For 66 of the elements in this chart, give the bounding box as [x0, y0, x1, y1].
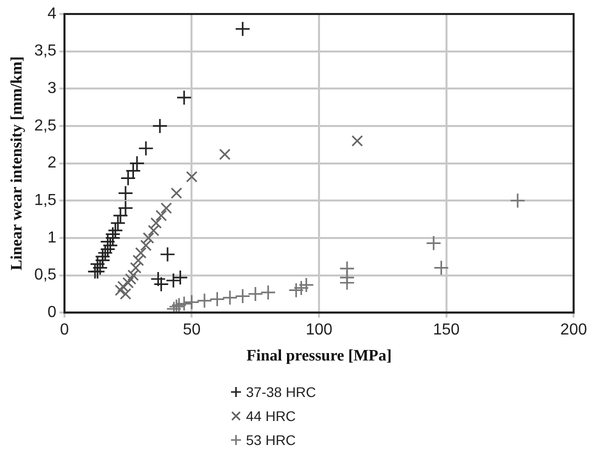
- point: [152, 118, 168, 134]
- x-tick-label: 100: [306, 322, 332, 339]
- point: [114, 284, 126, 296]
- y-tick-label: 0: [48, 304, 57, 322]
- point: [170, 187, 182, 199]
- point: [234, 288, 250, 304]
- point: [260, 284, 276, 300]
- point: [118, 200, 134, 216]
- point: [351, 135, 363, 147]
- y-tick-label: 2,5: [34, 117, 57, 134]
- point: [426, 235, 442, 251]
- point: [166, 272, 182, 288]
- x-tick-label: 50: [182, 322, 201, 339]
- x-tick-label: 0: [60, 322, 69, 339]
- point: [124, 273, 136, 285]
- point: [118, 185, 134, 201]
- point: [172, 270, 188, 286]
- point: [108, 222, 124, 238]
- point: [90, 256, 106, 272]
- point: [176, 296, 192, 312]
- point: [92, 260, 108, 276]
- point: [184, 294, 200, 310]
- point: [153, 276, 169, 292]
- point: [120, 170, 136, 186]
- point: [105, 226, 121, 242]
- y-tick-label: 3: [48, 80, 57, 98]
- point: [160, 246, 176, 262]
- point: [100, 234, 116, 250]
- point: [150, 271, 166, 287]
- point: [433, 260, 450, 276]
- point: [155, 210, 167, 222]
- y-tick-label: 4: [48, 5, 57, 22]
- point: [110, 215, 126, 231]
- point: [248, 286, 264, 302]
- point: [97, 245, 113, 261]
- point: [125, 162, 141, 179]
- y-tick-label: 1: [48, 229, 57, 246]
- x-tick-label: 150: [433, 322, 460, 339]
- y-tick-label: 2: [48, 154, 57, 172]
- y-axis-title: Linear wear intensity [mm/km]: [8, 56, 26, 270]
- point: [94, 248, 110, 264]
- point: [222, 290, 238, 306]
- x-axis-title: Final pressure [MPa]: [246, 348, 392, 365]
- point: [234, 21, 250, 37]
- legend-label: 44 HRC: [246, 408, 296, 424]
- x-tick-label: 200: [560, 322, 588, 339]
- point: [293, 280, 310, 296]
- point: [160, 202, 172, 214]
- point: [112, 208, 128, 224]
- point: [209, 291, 226, 307]
- point: [186, 170, 198, 182]
- y-tick-label: 3,5: [34, 42, 57, 60]
- y-tick-label: 0,5: [34, 266, 57, 284]
- legend-label: 53 HRC: [246, 432, 296, 448]
- point: [298, 277, 314, 293]
- point: [129, 156, 145, 172]
- point: [288, 282, 304, 298]
- point: [196, 292, 212, 308]
- point: [176, 90, 192, 106]
- y-tick-label: 1,5: [34, 192, 57, 210]
- legend-label: 37-38 HRC: [246, 384, 316, 400]
- point: [510, 192, 526, 208]
- point: [339, 274, 355, 291]
- point: [138, 140, 154, 156]
- point: [219, 148, 231, 160]
- point: [102, 238, 118, 254]
